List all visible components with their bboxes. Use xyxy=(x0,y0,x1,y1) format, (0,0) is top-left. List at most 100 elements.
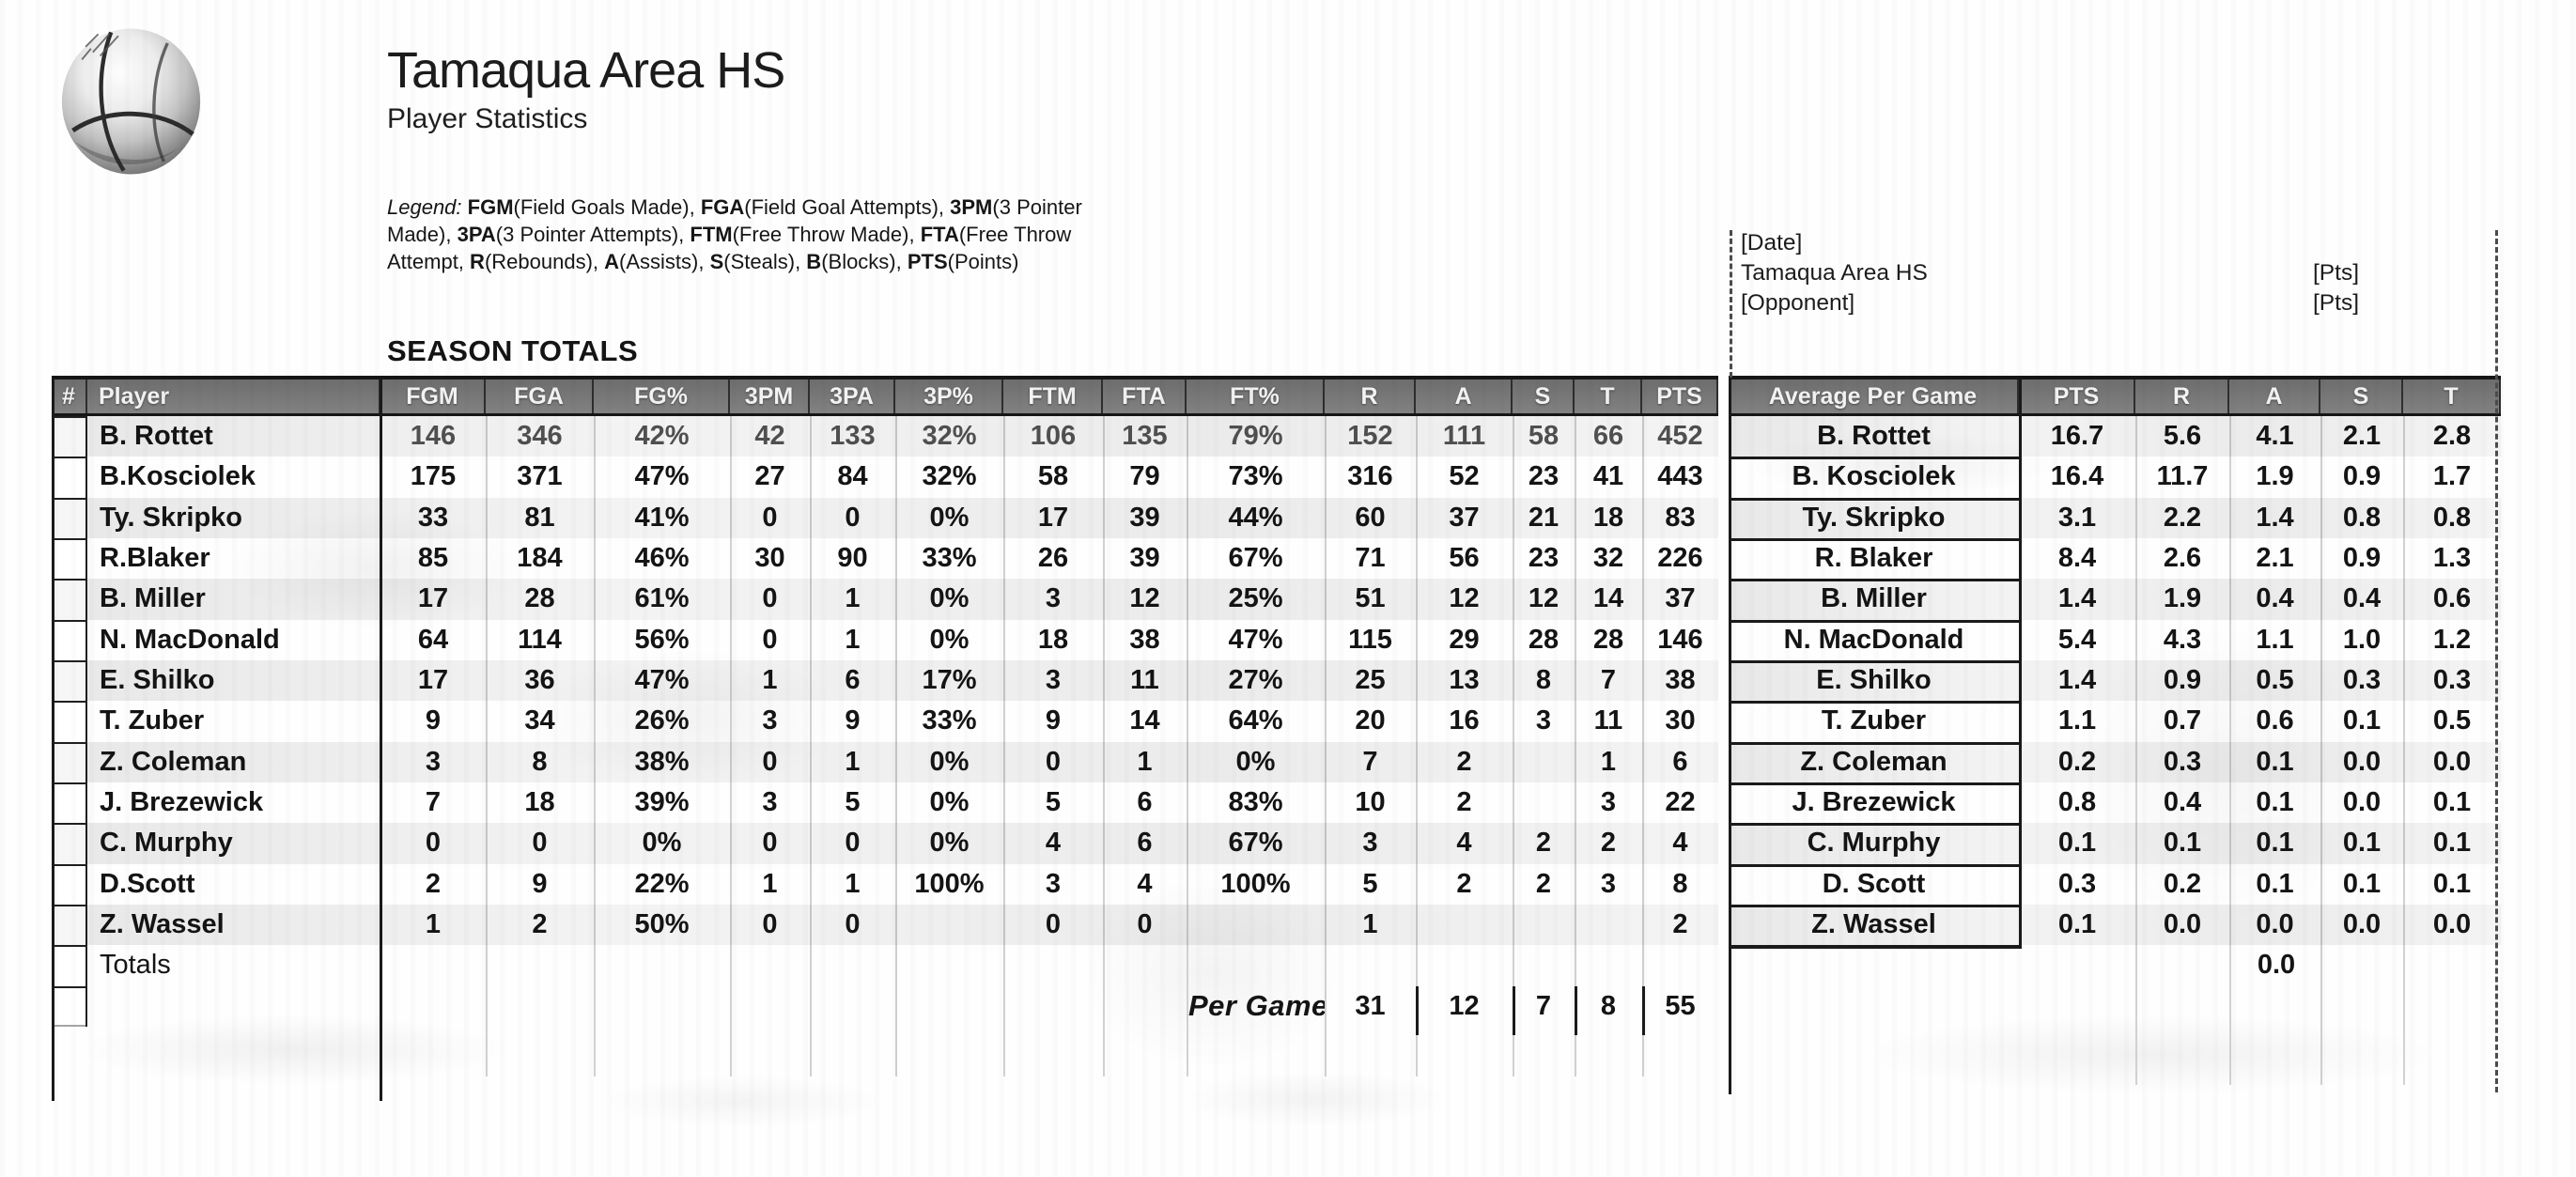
per-game-value: 55 xyxy=(1665,990,1696,1021)
stat-cell: 0.3 xyxy=(2432,665,2472,696)
stat-cell: 32 xyxy=(1592,543,1624,574)
stat-cell: 0.1 xyxy=(2342,705,2382,736)
stat-cell: 100% xyxy=(914,868,985,899)
jersey-number-box xyxy=(54,621,85,662)
stat-cell: 64 xyxy=(417,624,449,655)
stat-cell xyxy=(810,986,895,1027)
stat-cell: 34 xyxy=(524,705,555,736)
stat-cell: 0.0 xyxy=(2432,909,2472,940)
stat-cell: 0% xyxy=(929,787,970,818)
stat-cell: 22% xyxy=(634,868,690,899)
totals-row: Totals xyxy=(52,945,1718,985)
stat-cell xyxy=(1513,782,1575,823)
stat-cell: 16.7 xyxy=(2050,421,2104,452)
stat-cell: 23 xyxy=(1528,543,1560,574)
column-header: T xyxy=(2403,379,2501,413)
stat-cell: 1 xyxy=(1362,909,1378,940)
stat-cell: 1.2 xyxy=(2432,624,2472,655)
name-cell-border-line xyxy=(1729,782,2022,785)
name-cell-border-line xyxy=(1729,537,2022,541)
player-name-cell: N. MacDonald xyxy=(1783,624,1964,655)
stat-cell: 0.1 xyxy=(2057,828,2097,859)
stat-cell: 21 xyxy=(1528,502,1560,533)
name-cell-border-line xyxy=(1729,701,2022,705)
stat-cell: 226 xyxy=(1657,543,1703,574)
stat-cell: 2 xyxy=(532,909,548,940)
legend-label: Legend: xyxy=(387,195,468,219)
stat-cell: 32% xyxy=(922,421,977,452)
stat-cell: 29 xyxy=(1449,624,1480,655)
stat-cell: 0 xyxy=(845,502,861,533)
stat-cell: 0.1 xyxy=(2256,868,2294,899)
stat-cell: 3.1 xyxy=(2057,502,2097,533)
stat-cell: 0 xyxy=(425,828,442,859)
column-separator-line xyxy=(1003,378,1005,1076)
stat-cell: 3 xyxy=(1600,868,1617,899)
stat-cell: 39% xyxy=(634,787,690,818)
column-header: A xyxy=(2229,379,2320,413)
stat-cell: 71 xyxy=(1355,543,1386,574)
stat-cell: 0.1 xyxy=(2432,868,2472,899)
player-name-cell: B. Rottet xyxy=(100,421,213,452)
table-row: B. Rottet 146 346 42% 42 133 32% 106 135 79% 152 11… xyxy=(52,416,1718,457)
column-separator-line xyxy=(2135,378,2137,1085)
stat-cell: 0% xyxy=(642,828,682,859)
column-separator-line xyxy=(1187,378,1188,1076)
date-placeholder: [Date] xyxy=(1741,230,1803,256)
column-separator-line xyxy=(1325,378,1327,1076)
scan-smudge xyxy=(1080,874,1343,1071)
stat-cell: 83% xyxy=(1228,787,1283,818)
column-header: FG% xyxy=(594,379,730,413)
column-header: FTA xyxy=(1103,379,1187,413)
column-header: Player xyxy=(87,379,380,413)
stat-cell: 51 xyxy=(1355,583,1386,614)
legend-desc: (Steals), xyxy=(723,250,807,273)
column-separator-line xyxy=(1103,378,1105,1076)
stat-cell: 0.9 xyxy=(2342,543,2382,574)
stat-cell: 0 xyxy=(1045,909,1062,940)
stat-cell: 61% xyxy=(634,583,690,614)
stat-cell: 14 xyxy=(1592,583,1624,614)
stat-cell xyxy=(1513,905,1575,945)
stat-cell: 18 xyxy=(524,787,555,818)
stat-cell: 0 xyxy=(762,583,778,614)
legend-desc: (Blocks), xyxy=(821,250,908,273)
stat-cell: 0% xyxy=(929,624,970,655)
column-separator-line xyxy=(1575,378,1576,1076)
stat-cell: 26% xyxy=(634,705,690,736)
stat-cell xyxy=(895,905,1003,945)
table-row: B. Rottet 16.7 5.6 4.1 2.1 2.8 xyxy=(1729,416,2501,457)
stat-cell: 316 xyxy=(1347,461,1393,492)
stat-cell: 106 xyxy=(1030,421,1077,452)
stat-cell: 32% xyxy=(922,461,977,492)
stat-cell: 47% xyxy=(1228,624,1283,655)
stat-cell: 9 xyxy=(845,705,861,736)
stat-cell: 6 xyxy=(1137,828,1153,859)
stat-cell: 0.3 xyxy=(2163,746,2202,777)
opponent-pts-placeholder: [Pts] xyxy=(2313,290,2360,316)
stat-cell: 1.9 xyxy=(2163,583,2202,614)
column-separator-line xyxy=(2320,378,2322,1085)
column-header: T xyxy=(1575,379,1642,413)
stat-cell: 25 xyxy=(1355,665,1386,696)
stat-cell xyxy=(1325,945,1416,985)
scan-smudge xyxy=(2067,620,2377,930)
table-row: R. Blaker 8.4 2.6 2.1 0.9 1.3 xyxy=(1729,538,2501,579)
player-name-cell: Ty. Skripko xyxy=(1802,502,1946,533)
stat-cell: 1 xyxy=(762,665,778,696)
legend-desc: (3 Pointer Made), xyxy=(387,195,1082,246)
stat-cell: 0% xyxy=(929,583,970,614)
stat-cell: 8.4 xyxy=(2057,543,2097,574)
stat-cell: 0% xyxy=(1235,746,1276,777)
stat-cell xyxy=(1642,945,1718,985)
table-row: T. Zuber 9 34 26% 3 9 33% 9 14 64% 20 16 3 11 30 xyxy=(52,701,1718,741)
stat-cell: 2.2 xyxy=(2163,502,2202,533)
stat-cell: 4 xyxy=(1045,828,1062,859)
legend-abbr: B xyxy=(806,250,822,273)
player-name-cell: D. Scott xyxy=(1822,868,1926,899)
column-header: Average Per Game xyxy=(1729,379,2019,413)
player-name-cell: B. Rottet xyxy=(1817,421,1931,452)
stat-cell: 30 xyxy=(1665,705,1696,736)
stat-cell: 152 xyxy=(1347,421,1393,452)
stat-cell: 85 xyxy=(417,543,449,574)
